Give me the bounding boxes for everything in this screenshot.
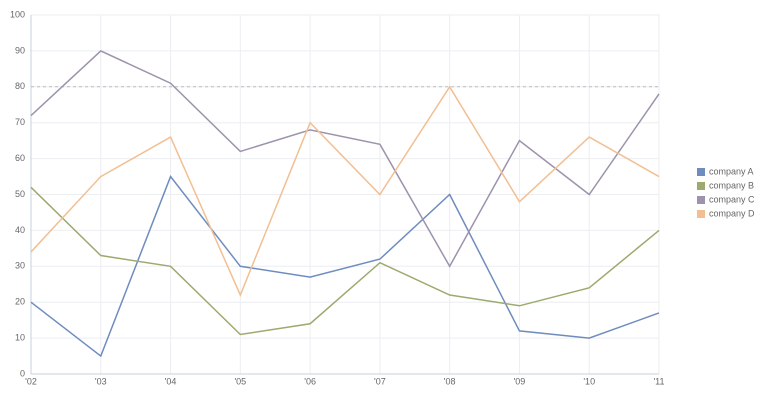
- series-line: [30, 175, 660, 358]
- x-tick-label: '05: [234, 376, 246, 386]
- y-tick-label: 70: [15, 117, 25, 127]
- y-tick-label: 50: [15, 189, 25, 199]
- x-tick-label: '09: [514, 376, 526, 386]
- x-tick-label: '11: [653, 376, 664, 386]
- legend-label: company C: [709, 194, 755, 204]
- x-tick-label: '02: [25, 376, 37, 386]
- x-tick-label: '04: [165, 376, 177, 386]
- legend-label: company D: [709, 208, 755, 218]
- y-tick-label: 20: [15, 297, 25, 307]
- series-line: [30, 85, 660, 297]
- x-tick-label: '06: [304, 376, 316, 386]
- legend-swatch: [697, 210, 705, 218]
- legend-swatch: [697, 168, 705, 176]
- y-tick-label: 10: [15, 332, 25, 342]
- series-line: [30, 186, 660, 336]
- legend-label: company A: [709, 166, 754, 176]
- legend-label: company B: [709, 180, 754, 190]
- legend-swatch: [697, 196, 705, 204]
- y-tick-label: 60: [15, 153, 25, 163]
- y-tick-label: 0: [20, 368, 25, 378]
- y-tick-label: 80: [15, 81, 25, 91]
- x-tick-label: '03: [95, 376, 107, 386]
- x-tick-label: '08: [444, 376, 456, 386]
- y-tick-label: 40: [15, 225, 25, 235]
- y-tick-label: 90: [15, 45, 25, 55]
- legend-swatch: [697, 182, 705, 190]
- x-tick-label: '07: [374, 376, 386, 386]
- y-tick-label: 100: [10, 9, 25, 19]
- x-tick-label: '10: [583, 376, 595, 386]
- y-tick-label: 30: [15, 261, 25, 271]
- series-line: [30, 50, 660, 268]
